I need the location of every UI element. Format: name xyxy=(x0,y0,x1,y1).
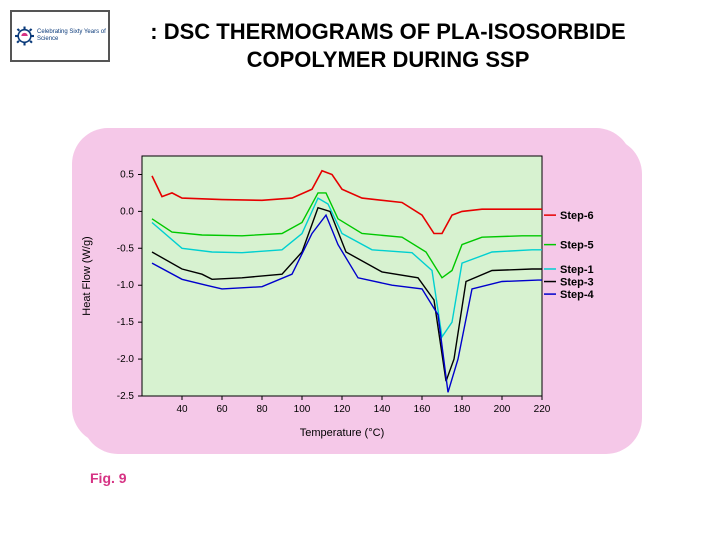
svg-text:40: 40 xyxy=(176,404,188,415)
svg-text:Step-6: Step-6 xyxy=(560,210,594,222)
svg-text:Step-3: Step-3 xyxy=(560,277,594,289)
svg-text:0.5: 0.5 xyxy=(120,169,134,180)
svg-text:-1.5: -1.5 xyxy=(117,317,135,328)
svg-text:180: 180 xyxy=(454,404,471,415)
svg-text:120: 120 xyxy=(334,404,351,415)
title-line-1: : DSC THERMOGRAMS OF PLA-ISOSORBIDE xyxy=(150,19,625,44)
svg-text:Temperature (°C): Temperature (°C) xyxy=(300,427,384,439)
ncl-logo: Celebrating Sixty Years of Science xyxy=(10,10,110,62)
svg-text:Heat Flow (W/g): Heat Flow (W/g) xyxy=(81,236,93,315)
svg-text:160: 160 xyxy=(414,404,431,415)
svg-text:-1.0: -1.0 xyxy=(117,280,135,291)
chart-panel: -2.5 -2.0 -1.5 -1.0 -0.5 0.0 0.5 40 60 80 100 120 14… xyxy=(72,128,632,444)
dsc-thermogram-chart: -2.5 -2.0 -1.5 -1.0 -0.5 0.0 0.5 40 60 80 100 120 14… xyxy=(72,128,632,444)
title-line-2: COPOLYMER DURING SSP xyxy=(247,47,530,72)
gear-icon xyxy=(14,22,35,50)
svg-text:-2.0: -2.0 xyxy=(117,354,135,365)
svg-text:-0.5: -0.5 xyxy=(117,243,135,254)
chart-svg: -2.5 -2.0 -1.5 -1.0 -0.5 0.0 0.5 40 60 80 100 120 14… xyxy=(72,128,632,444)
svg-text:200: 200 xyxy=(494,404,511,415)
svg-text:140: 140 xyxy=(374,404,391,415)
svg-text:60: 60 xyxy=(216,404,228,415)
logo-caption: Celebrating Sixty Years of Science xyxy=(37,29,106,42)
svg-text:80: 80 xyxy=(256,404,268,415)
svg-text:100: 100 xyxy=(294,404,311,415)
svg-text:220: 220 xyxy=(534,404,551,415)
svg-text:-2.5: -2.5 xyxy=(117,391,135,402)
svg-text:Step-1: Step-1 xyxy=(560,264,594,276)
svg-text:Step-5: Step-5 xyxy=(560,240,594,252)
figure-label: Fig. 9 xyxy=(90,470,127,486)
svg-text:0.0: 0.0 xyxy=(120,206,134,217)
svg-text:Step-4: Step-4 xyxy=(560,289,595,301)
page-title: : DSC THERMOGRAMS OF PLA-ISOSORBIDE COPO… xyxy=(118,18,658,73)
